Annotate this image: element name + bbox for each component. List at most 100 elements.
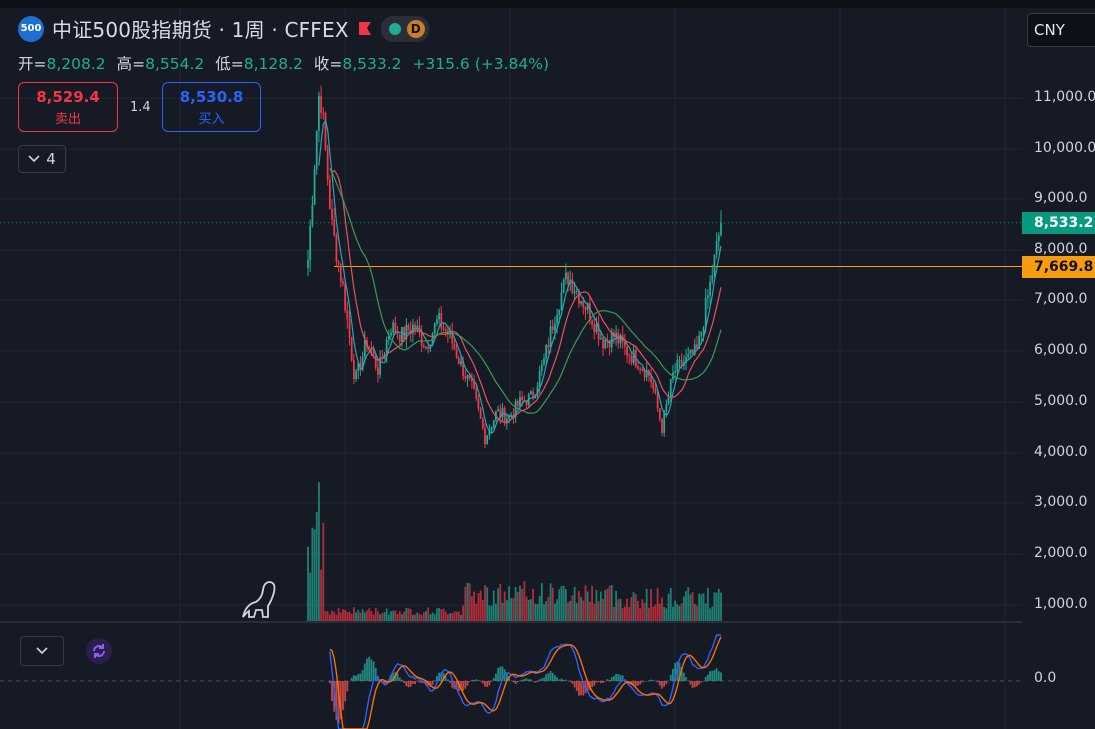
oscillator-histogram-bar: [407, 681, 410, 688]
oscillator-histogram-bar: [595, 681, 598, 683]
market-status-pill[interactable]: D: [380, 15, 429, 42]
lower-pane-collapse-button[interactable]: [20, 636, 64, 666]
oscillator-histogram-bar: [676, 661, 679, 681]
oscillator-histogram-bar: [457, 681, 460, 691]
volume-bar: [350, 613, 353, 621]
candle-body: [407, 324, 410, 331]
volume-bar: [643, 602, 646, 621]
volume-bar: [626, 598, 628, 621]
candle-body: [457, 358, 460, 365]
volume-bar: [460, 614, 462, 621]
sell-label: 卖出: [54, 111, 81, 127]
oscillator-histogram-bar: [656, 681, 659, 683]
volume-bar: [632, 592, 635, 621]
candle-body: [433, 323, 436, 334]
volume-bar: [573, 586, 576, 621]
oscillator-histogram-bar: [514, 681, 517, 684]
high-label: 高=: [116, 55, 146, 73]
oscillator-histogram-bar: [654, 680, 657, 682]
oscillator-histogram-bar: [392, 673, 395, 681]
volume-bar: [711, 606, 714, 621]
candle-body: [414, 324, 416, 329]
volume-bar: [641, 599, 644, 621]
volume-bar: [685, 591, 687, 621]
candle-body: [466, 375, 469, 379]
refresh-icon[interactable]: [86, 638, 112, 664]
candle-body: [656, 392, 659, 409]
volume-bar: [446, 614, 449, 621]
volume-bar: [501, 602, 504, 621]
currency-selector[interactable]: CNY: [1027, 13, 1095, 47]
volume-bar: [676, 604, 679, 621]
candle-body: [536, 386, 539, 396]
volume-bar: [628, 606, 631, 621]
candle-body: [630, 355, 633, 363]
oscillator-histogram-bar: [527, 679, 530, 681]
indicators-toggle-button[interactable]: 4: [18, 145, 66, 173]
oscillator-histogram-bar: [602, 681, 604, 683]
volume-bar: [462, 605, 465, 621]
buy-button[interactable]: 8,530.8 买入: [162, 82, 261, 132]
volume-bar: [717, 588, 720, 621]
sell-button[interactable]: 8,529.4 卖出: [18, 82, 118, 132]
candle-body: [512, 414, 515, 418]
oscillator-histogram-bar: [328, 681, 331, 684]
volume-bar: [512, 598, 515, 621]
market-flag-icon[interactable]: [357, 21, 373, 37]
candle-body: [628, 355, 631, 357]
oscillator-histogram-bar: [641, 681, 644, 683]
candle-body: [556, 315, 559, 324]
candle-body: [632, 350, 635, 363]
oscillator-histogram-bar: [501, 666, 504, 681]
volume-bar: [663, 607, 666, 621]
candle-body: [438, 312, 441, 320]
candle-body: [451, 330, 454, 344]
volume-bar: [658, 603, 661, 621]
oscillator-histogram-bar: [449, 681, 451, 683]
oscillator-histogram-bar: [466, 681, 469, 686]
oscillator-histogram-bar: [352, 675, 355, 681]
candle-body: [654, 389, 657, 393]
oscillator-histogram-bar: [523, 678, 526, 681]
oscillator-histogram-bar: [647, 680, 650, 681]
volume-bar: [691, 592, 694, 621]
symbol-logo-badge[interactable]: 500: [18, 15, 44, 42]
oscillator-histogram-bar: [529, 679, 532, 681]
oscillator-histogram-bar: [398, 677, 401, 681]
symbol-title[interactable]: 中证500股指期货 · 1周 · CFFEX: [52, 18, 349, 42]
oscillator-histogram-bar: [639, 681, 642, 685]
candle-body: [411, 324, 414, 334]
last-price-tag: 8,533.2: [1022, 211, 1095, 234]
volume-bar: [374, 607, 377, 621]
candle-body: [696, 344, 698, 349]
oscillator-histogram-bar: [652, 680, 655, 681]
candle-body: [693, 344, 696, 355]
volume-bar: [599, 591, 602, 621]
oscillator-histogram-bar: [335, 681, 338, 720]
oscillator-histogram-bar: [433, 680, 436, 681]
volume-bar: [466, 582, 469, 621]
volume-bar: [556, 599, 559, 621]
oscillator-histogram-bar: [473, 680, 475, 681]
oscillator-histogram-bar: [693, 681, 696, 688]
volume-bar: [667, 593, 670, 621]
candle-body: [652, 382, 655, 390]
candle-body: [486, 435, 489, 444]
buy-label: 买入: [198, 111, 225, 127]
oscillator-histogram-bar: [619, 674, 622, 681]
horizontal-line-price-tag[interactable]: 7,669.8: [1022, 255, 1095, 278]
volume-bar: [595, 590, 598, 621]
oscillator-histogram-bar: [490, 681, 493, 682]
candle-body: [641, 368, 644, 370]
volume-bar: [525, 596, 528, 621]
volume-bar: [554, 603, 556, 621]
candle-body: [704, 298, 707, 328]
oscillator-histogram-bar: [363, 663, 366, 681]
volume-bar: [497, 588, 500, 621]
candle-body: [307, 260, 309, 269]
oscillator-histogram-bar: [687, 680, 690, 682]
volume-bar: [617, 599, 620, 621]
oscillator-histogram-bar: [370, 659, 373, 681]
